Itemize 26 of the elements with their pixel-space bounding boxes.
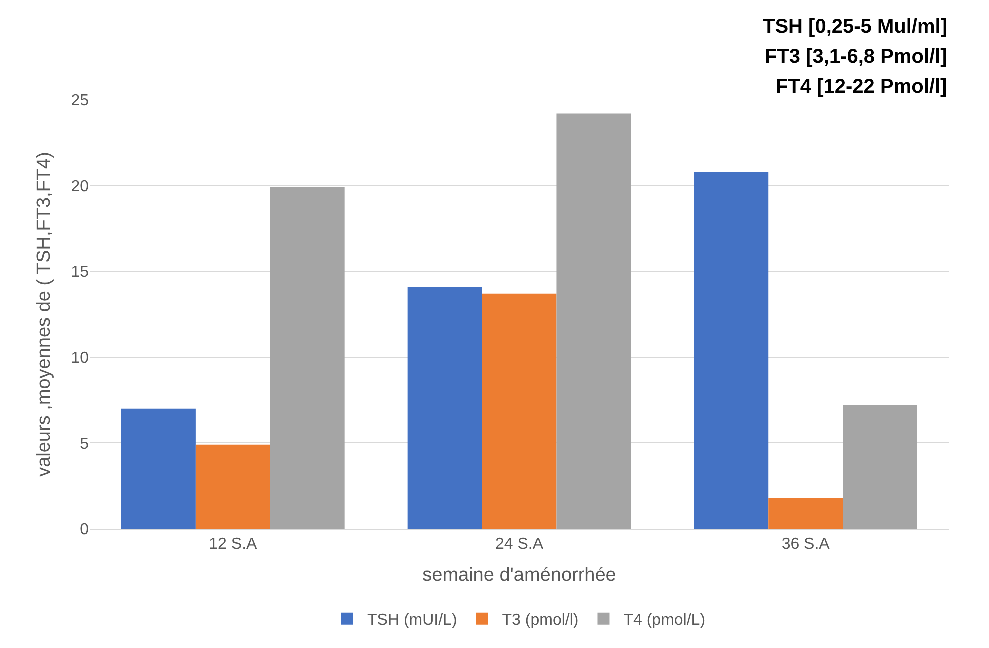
y-tick-label: 0 [80,522,90,539]
text: TSH [0,25-5 Mul/ml] [763,16,948,38]
x-tick-label: 12 S.A [209,536,258,554]
bar [556,114,632,529]
bar [122,408,196,529]
text: FT3 [3,1-6,8 Pmol/l] [765,46,948,68]
x-axis-title: semaine d'aménorrhée [422,565,616,586]
legend-label: T4 (pmol/L) [624,612,706,630]
y-tick-label: 5 [80,436,90,453]
legend-label: T3 (pmol/l) [502,612,579,630]
bar [768,498,844,529]
y-axis-title: valeurs ,moyennes de ( TSH,FT3,FT4) [34,152,56,477]
bar [196,444,270,529]
x-tick-label: 24 S.A [495,536,544,554]
bar [694,172,769,529]
y-tick-label: 25 [71,92,90,110]
y-tick-label: 15 [71,264,90,282]
x-tick-label: 36 S.A [782,536,830,554]
text: FT4 [12-22 Pmol/l] [776,76,948,98]
bar [270,188,345,529]
legend-label: TSH (mUI/L) [368,612,458,630]
y-tick-label: 20 [71,178,90,196]
bar [843,405,918,529]
bar [482,294,557,529]
y-tick-label: 10 [71,350,90,367]
bar [408,287,482,529]
